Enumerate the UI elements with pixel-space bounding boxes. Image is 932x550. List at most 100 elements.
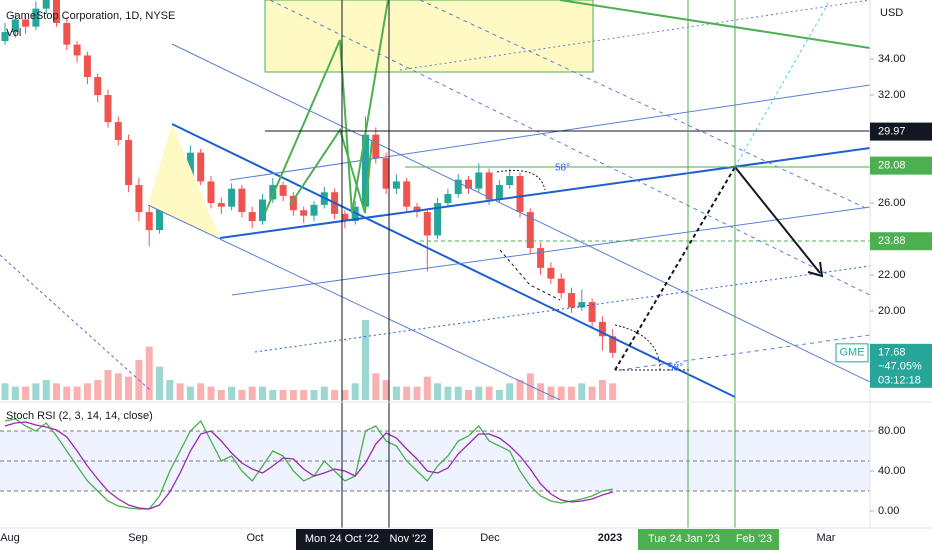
candle-body xyxy=(145,212,153,231)
angle-label: 58° xyxy=(555,163,570,174)
volume-bar xyxy=(351,383,359,400)
stoch-title: Stoch RSI (2, 3, 14, 14, close) xyxy=(6,410,153,422)
candle-body xyxy=(289,195,297,211)
countdown: 03:12:18 xyxy=(878,375,921,387)
candle-body xyxy=(598,321,606,337)
volume-bar xyxy=(320,386,328,400)
level-box xyxy=(870,156,932,175)
volume-bar xyxy=(63,386,71,400)
candle-body xyxy=(63,23,71,45)
volume-bar xyxy=(176,383,184,400)
candle-body xyxy=(526,212,534,249)
y-tick-label: 0.00 xyxy=(878,505,899,517)
candle-body xyxy=(310,204,318,216)
candle-body xyxy=(413,206,421,213)
y-tick-label: 22.00 xyxy=(878,269,906,281)
candle-body xyxy=(22,19,30,27)
candle-body xyxy=(341,213,349,222)
candle-body xyxy=(83,55,91,78)
candle-body xyxy=(217,203,225,207)
candle-body xyxy=(32,8,40,27)
candle-body xyxy=(228,188,236,207)
volume-bar xyxy=(526,373,534,400)
candle-body xyxy=(495,185,503,200)
y-tick-label: 26.00 xyxy=(878,197,906,209)
candle-body xyxy=(1,32,9,42)
candle-body xyxy=(537,248,545,268)
volume-bar xyxy=(300,390,308,400)
volume-bar xyxy=(557,386,565,400)
x-label-box xyxy=(729,529,779,550)
x-tick-label: Nov '22 xyxy=(390,533,427,545)
candle-body xyxy=(135,185,143,213)
x-tick-label: Aug xyxy=(0,532,20,544)
x-tick-label: Mon 24 Oct '22 xyxy=(305,533,379,545)
volume-bar xyxy=(485,386,493,400)
candle-body xyxy=(609,336,617,353)
candle-body xyxy=(434,203,442,236)
y-tick-label: 34.00 xyxy=(878,53,906,65)
volume-bar xyxy=(331,390,339,400)
volume-bar xyxy=(578,383,586,400)
volume-bar xyxy=(568,386,575,400)
candle-body xyxy=(207,181,215,204)
volume-bar xyxy=(392,386,400,400)
volume-bar xyxy=(269,390,277,400)
volume-bar xyxy=(114,373,122,400)
x-tick-label: Oct xyxy=(246,532,263,544)
volume-bar xyxy=(516,380,524,400)
level-label: 29.97 xyxy=(878,125,906,137)
candle-body xyxy=(516,176,524,213)
level-label: 28.08 xyxy=(878,160,906,172)
volume-bar xyxy=(454,386,462,400)
drawings xyxy=(0,0,870,400)
volume-bar xyxy=(362,320,369,400)
candle-body xyxy=(104,95,112,123)
candle-body xyxy=(382,158,390,189)
volume-bar xyxy=(42,380,50,400)
volume-bar xyxy=(434,383,442,400)
volume-bar xyxy=(53,383,60,400)
volume-bar xyxy=(372,373,380,400)
candle-body xyxy=(94,77,102,96)
stoch-pane xyxy=(0,418,870,510)
x-tick-label: 2023 xyxy=(598,532,622,544)
candle-body xyxy=(557,278,565,294)
crosshair-lines xyxy=(0,0,932,529)
candle-body xyxy=(186,152,194,177)
candle-body xyxy=(300,210,308,216)
candle-body xyxy=(372,134,380,159)
symbol-box xyxy=(835,343,869,363)
currency: USD xyxy=(880,7,903,19)
candle-body xyxy=(269,185,277,200)
y-tick-label: 80.00 xyxy=(878,425,906,437)
candle-body xyxy=(506,176,514,186)
x-tick-label: Feb '23 xyxy=(736,533,772,545)
volume-bar xyxy=(125,376,133,400)
x-tick-label: Sep xyxy=(128,532,148,544)
candle-body xyxy=(53,0,60,24)
volume-bar xyxy=(465,390,472,400)
volume-bar xyxy=(197,383,205,400)
volume-bar xyxy=(186,386,194,400)
candle-body xyxy=(454,179,462,195)
candle-body xyxy=(279,185,287,196)
candle-body xyxy=(197,152,205,182)
volume-bar xyxy=(73,386,81,400)
volume-bar xyxy=(506,383,514,400)
last-box xyxy=(870,343,932,388)
y-tick-label: 20.00 xyxy=(878,305,906,317)
candle-body xyxy=(114,122,122,141)
x-label-box xyxy=(296,529,388,550)
candle-body xyxy=(248,212,256,222)
volume-bar xyxy=(11,386,19,400)
volume-bar xyxy=(341,390,349,400)
candle-body xyxy=(475,172,483,189)
volume-bar xyxy=(289,390,297,400)
x-tick-label: Dec xyxy=(480,532,500,544)
volume-bar xyxy=(310,390,318,400)
volume-bar xyxy=(145,346,153,400)
volume-bar xyxy=(238,390,246,400)
candle-body xyxy=(156,194,163,231)
candle-body xyxy=(423,212,431,236)
